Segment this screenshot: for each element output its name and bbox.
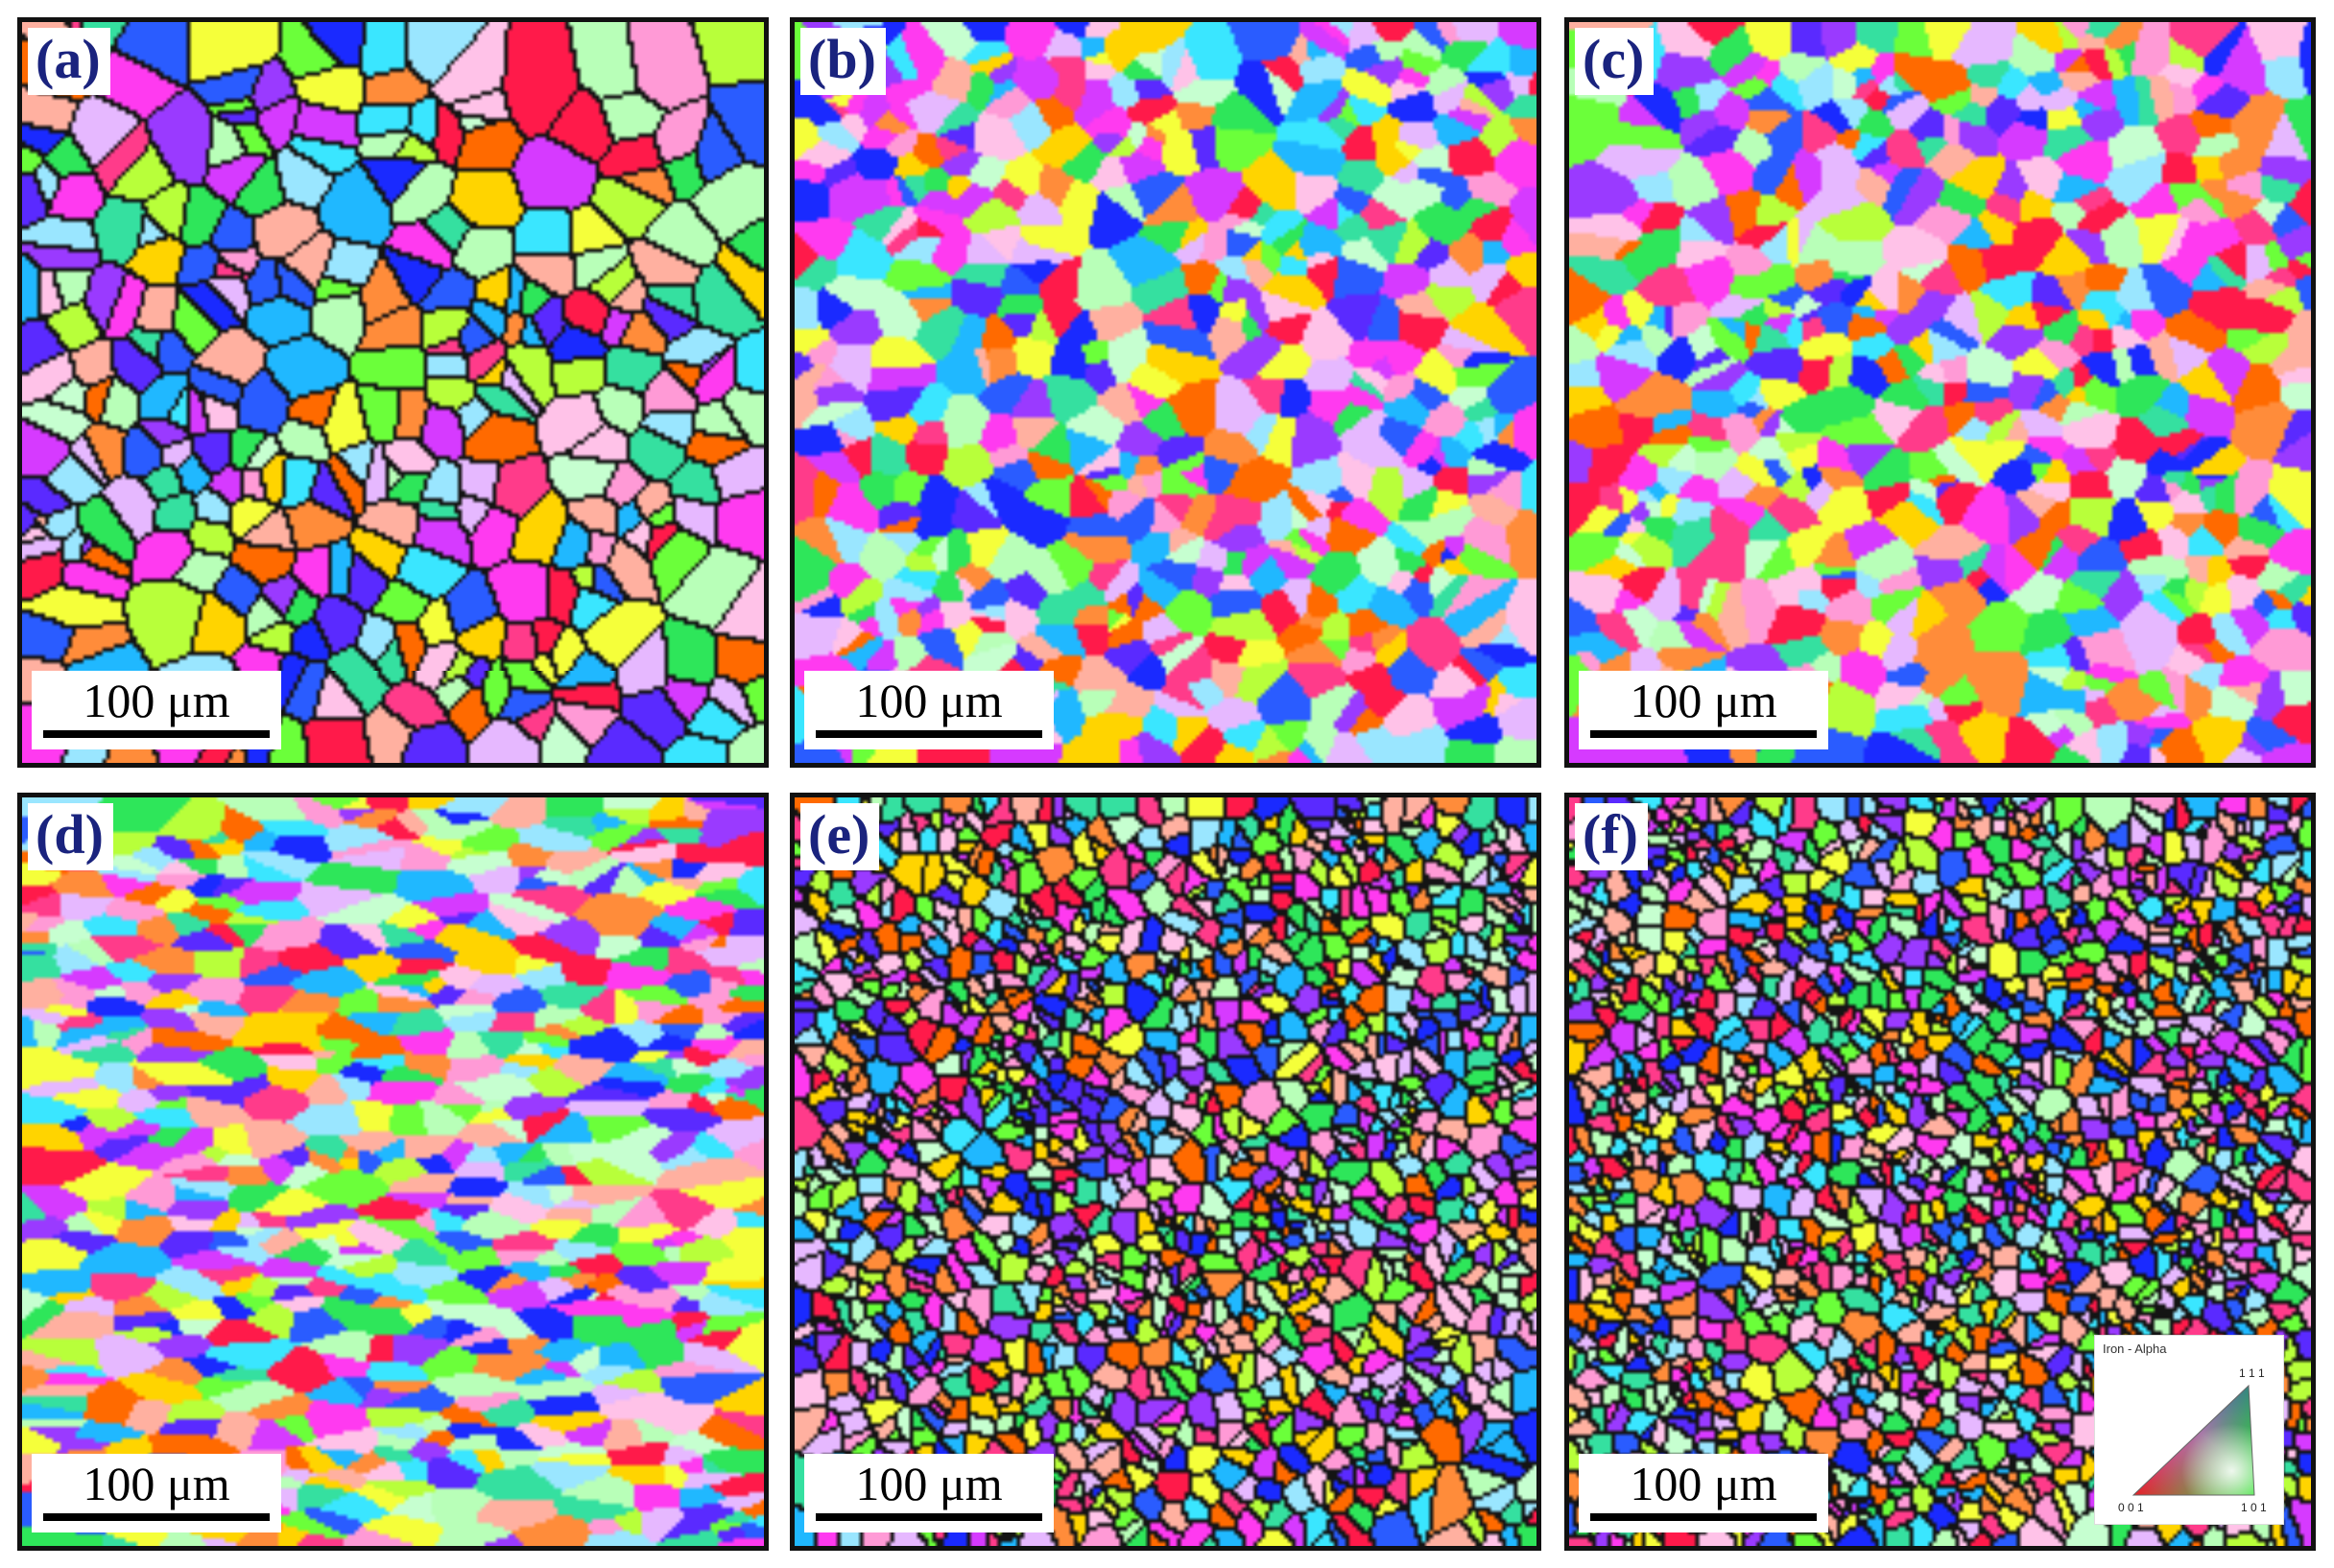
scale-bar-label: 100 μm — [1630, 1457, 1777, 1510]
scale-bar-line — [43, 1513, 270, 1521]
scale-bar-line — [43, 730, 270, 738]
panel-label: (d) — [28, 803, 113, 870]
legend-label-001: 0 0 1 — [2118, 1501, 2144, 1514]
grain-map — [22, 22, 764, 763]
grain-map — [22, 797, 764, 1546]
panel-label: (a) — [28, 28, 110, 95]
scale-bar-line — [816, 1513, 1042, 1521]
scale-bar-line — [816, 730, 1042, 738]
panel-c-ebsd-map: (c) 100 μm — [1564, 17, 2316, 768]
scale-bar-label: 100 μm — [855, 1457, 1003, 1510]
legend-title: Iron - Alpha — [2103, 1342, 2167, 1356]
scale-bar: 100 μm — [804, 671, 1054, 749]
scale-bar: 100 μm — [1579, 671, 1828, 749]
scale-bar-label: 100 μm — [1630, 674, 1777, 727]
panel-label: (c) — [1575, 28, 1655, 95]
scale-bar-label: 100 μm — [83, 674, 230, 727]
grain-map — [1569, 22, 2311, 763]
grain-map — [795, 22, 1536, 763]
scale-bar: 100 μm — [32, 671, 281, 749]
panel-label: (f) — [1575, 803, 1648, 870]
scale-bar: 100 μm — [32, 1454, 281, 1532]
legend-label-101: 1 0 1 — [2241, 1501, 2267, 1514]
grain-map — [795, 797, 1536, 1546]
scale-bar-label: 100 μm — [855, 674, 1003, 727]
ipf-triangle-icon — [2132, 1384, 2255, 1496]
panel-label: (e) — [800, 803, 880, 870]
panel-a-ebsd-map: (a) 100 μm — [17, 17, 769, 768]
scale-bar-line — [1590, 730, 1817, 738]
panel-e-ebsd-map: (e) 100 μm — [790, 793, 1541, 1551]
panel-b-ebsd-map: (b) 100 μm — [790, 17, 1541, 768]
panel-f-ebsd-map: (f) 100 μm Iron - Alpha — [1564, 793, 2316, 1551]
panel-d-ebsd-map: (d) 100 μm — [17, 793, 769, 1551]
ipf-color-key-legend: Iron - Alpha — [2094, 1335, 2284, 1525]
scale-bar: 100 μm — [1579, 1454, 1828, 1532]
scale-bar-label: 100 μm — [83, 1457, 230, 1510]
panel-label: (b) — [800, 28, 886, 95]
scale-bar-line — [1590, 1513, 1817, 1521]
scale-bar: 100 μm — [804, 1454, 1054, 1532]
legend-label-111: 1 1 1 — [2239, 1366, 2265, 1380]
